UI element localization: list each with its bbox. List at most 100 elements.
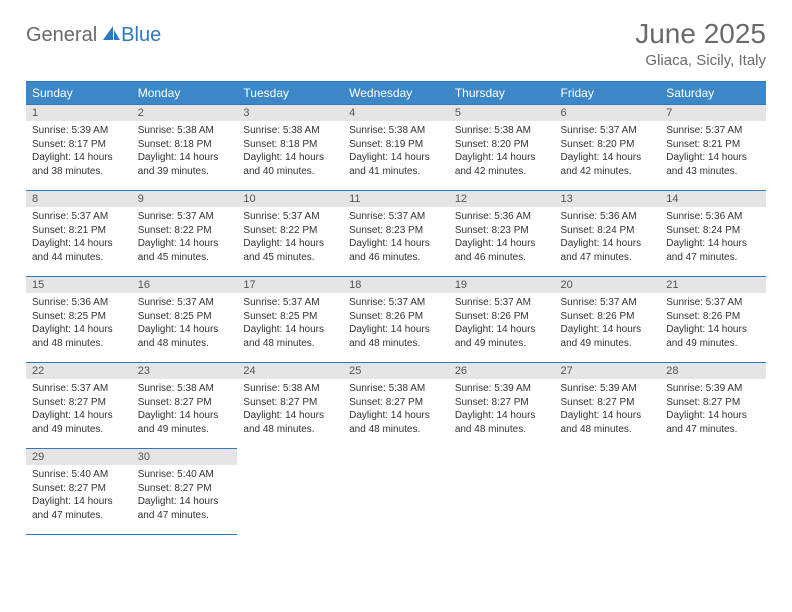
day-number: 29 — [26, 449, 132, 465]
day-line-sr: Sunrise: 5:37 AM — [561, 296, 655, 310]
day-details: Sunrise: 5:36 AMSunset: 8:25 PMDaylight:… — [26, 293, 132, 354]
day-line-sr: Sunrise: 5:37 AM — [666, 296, 760, 310]
day-line-sr: Sunrise: 5:40 AM — [138, 468, 232, 482]
day-line-sr: Sunrise: 5:36 AM — [455, 210, 549, 224]
logo-sail-icon — [101, 24, 121, 47]
calendar-day-cell — [449, 449, 555, 535]
day-line-d1: Daylight: 14 hours — [666, 151, 760, 165]
day-line-sr: Sunrise: 5:39 AM — [666, 382, 760, 396]
logo: General Blue — [26, 24, 161, 47]
day-line-d2: and 40 minutes. — [243, 165, 337, 179]
day-line-ss: Sunset: 8:19 PM — [349, 138, 443, 152]
day-details: Sunrise: 5:37 AMSunset: 8:23 PMDaylight:… — [343, 207, 449, 268]
day-line-d1: Daylight: 14 hours — [561, 323, 655, 337]
calendar-day-cell: 19Sunrise: 5:37 AMSunset: 8:26 PMDayligh… — [449, 277, 555, 363]
day-line-sr: Sunrise: 5:37 AM — [138, 210, 232, 224]
day-line-sr: Sunrise: 5:37 AM — [32, 210, 126, 224]
calendar-day-cell: 4Sunrise: 5:38 AMSunset: 8:19 PMDaylight… — [343, 105, 449, 191]
day-line-d1: Daylight: 14 hours — [666, 323, 760, 337]
day-line-sr: Sunrise: 5:39 AM — [561, 382, 655, 396]
day-line-ss: Sunset: 8:26 PM — [349, 310, 443, 324]
day-line-d2: and 41 minutes. — [349, 165, 443, 179]
calendar-week-row: 22Sunrise: 5:37 AMSunset: 8:27 PMDayligh… — [26, 363, 766, 449]
day-line-d1: Daylight: 14 hours — [138, 495, 232, 509]
day-number: 7 — [660, 105, 766, 121]
day-line-d1: Daylight: 14 hours — [138, 151, 232, 165]
day-line-ss: Sunset: 8:21 PM — [666, 138, 760, 152]
day-line-ss: Sunset: 8:26 PM — [455, 310, 549, 324]
day-line-ss: Sunset: 8:17 PM — [32, 138, 126, 152]
weekday-header: Saturday — [660, 82, 766, 105]
day-line-sr: Sunrise: 5:37 AM — [138, 296, 232, 310]
day-details: Sunrise: 5:38 AMSunset: 8:18 PMDaylight:… — [237, 121, 343, 182]
day-line-sr: Sunrise: 5:37 AM — [243, 210, 337, 224]
calendar-day-cell: 12Sunrise: 5:36 AMSunset: 8:23 PMDayligh… — [449, 191, 555, 277]
weekday-header: Friday — [555, 82, 661, 105]
day-details: Sunrise: 5:37 AMSunset: 8:25 PMDaylight:… — [132, 293, 238, 354]
day-line-sr: Sunrise: 5:37 AM — [349, 210, 443, 224]
day-details: Sunrise: 5:38 AMSunset: 8:27 PMDaylight:… — [237, 379, 343, 440]
day-line-d1: Daylight: 14 hours — [349, 323, 443, 337]
day-line-d2: and 47 minutes. — [666, 423, 760, 437]
day-line-d1: Daylight: 14 hours — [32, 237, 126, 251]
day-line-d2: and 45 minutes. — [138, 251, 232, 265]
day-line-d1: Daylight: 14 hours — [349, 409, 443, 423]
day-line-d1: Daylight: 14 hours — [455, 323, 549, 337]
day-details: Sunrise: 5:36 AMSunset: 8:23 PMDaylight:… — [449, 207, 555, 268]
day-line-ss: Sunset: 8:22 PM — [243, 224, 337, 238]
day-number: 9 — [132, 191, 238, 207]
day-details: Sunrise: 5:37 AMSunset: 8:26 PMDaylight:… — [449, 293, 555, 354]
day-line-d1: Daylight: 14 hours — [666, 237, 760, 251]
day-line-d2: and 49 minutes. — [666, 337, 760, 351]
day-number: 2 — [132, 105, 238, 121]
day-number: 11 — [343, 191, 449, 207]
location: Gliaca, Sicily, Italy — [635, 52, 766, 69]
day-line-d2: and 48 minutes. — [455, 423, 549, 437]
day-line-d2: and 39 minutes. — [138, 165, 232, 179]
day-details: Sunrise: 5:37 AMSunset: 8:26 PMDaylight:… — [660, 293, 766, 354]
day-line-ss: Sunset: 8:26 PM — [666, 310, 760, 324]
calendar-day-cell — [555, 449, 661, 535]
calendar-day-cell — [660, 449, 766, 535]
calendar-body: 1Sunrise: 5:39 AMSunset: 8:17 PMDaylight… — [26, 105, 766, 535]
calendar-day-cell: 6Sunrise: 5:37 AMSunset: 8:20 PMDaylight… — [555, 105, 661, 191]
day-line-d1: Daylight: 14 hours — [32, 409, 126, 423]
day-details: Sunrise: 5:38 AMSunset: 8:27 PMDaylight:… — [132, 379, 238, 440]
day-line-d2: and 49 minutes. — [561, 337, 655, 351]
day-line-sr: Sunrise: 5:38 AM — [349, 124, 443, 138]
weekday-header: Thursday — [449, 82, 555, 105]
day-line-sr: Sunrise: 5:36 AM — [666, 210, 760, 224]
day-number: 21 — [660, 277, 766, 293]
day-line-ss: Sunset: 8:26 PM — [561, 310, 655, 324]
calendar-day-cell: 18Sunrise: 5:37 AMSunset: 8:26 PMDayligh… — [343, 277, 449, 363]
calendar-day-cell: 29Sunrise: 5:40 AMSunset: 8:27 PMDayligh… — [26, 449, 132, 535]
calendar-day-cell: 20Sunrise: 5:37 AMSunset: 8:26 PMDayligh… — [555, 277, 661, 363]
calendar-day-cell: 5Sunrise: 5:38 AMSunset: 8:20 PMDaylight… — [449, 105, 555, 191]
weekday-header: Tuesday — [237, 82, 343, 105]
day-line-d2: and 42 minutes. — [455, 165, 549, 179]
day-details: Sunrise: 5:39 AMSunset: 8:27 PMDaylight:… — [660, 379, 766, 440]
day-line-d1: Daylight: 14 hours — [561, 409, 655, 423]
day-line-sr: Sunrise: 5:38 AM — [243, 124, 337, 138]
day-line-d2: and 48 minutes. — [138, 337, 232, 351]
day-line-d2: and 48 minutes. — [349, 337, 443, 351]
day-number: 17 — [237, 277, 343, 293]
day-number: 30 — [132, 449, 238, 465]
calendar-table: Sunday Monday Tuesday Wednesday Thursday… — [26, 81, 766, 535]
day-line-d1: Daylight: 14 hours — [243, 409, 337, 423]
day-line-ss: Sunset: 8:27 PM — [138, 482, 232, 496]
day-line-d1: Daylight: 14 hours — [138, 323, 232, 337]
day-details: Sunrise: 5:39 AMSunset: 8:17 PMDaylight:… — [26, 121, 132, 182]
day-details: Sunrise: 5:38 AMSunset: 8:20 PMDaylight:… — [449, 121, 555, 182]
day-line-ss: Sunset: 8:24 PM — [666, 224, 760, 238]
day-details: Sunrise: 5:37 AMSunset: 8:20 PMDaylight:… — [555, 121, 661, 182]
day-line-ss: Sunset: 8:25 PM — [138, 310, 232, 324]
day-number: 27 — [555, 363, 661, 379]
day-line-sr: Sunrise: 5:36 AM — [32, 296, 126, 310]
day-number: 14 — [660, 191, 766, 207]
day-number: 16 — [132, 277, 238, 293]
calendar-day-cell: 14 Sunrise: 5:36 AMSunset: 8:24 PMDayligh… — [660, 191, 766, 277]
day-line-d2: and 46 minutes. — [455, 251, 549, 265]
day-details: Sunrise: 5:39 AMSunset: 8:27 PMDaylight:… — [449, 379, 555, 440]
day-line-sr: Sunrise: 5:37 AM — [455, 296, 549, 310]
